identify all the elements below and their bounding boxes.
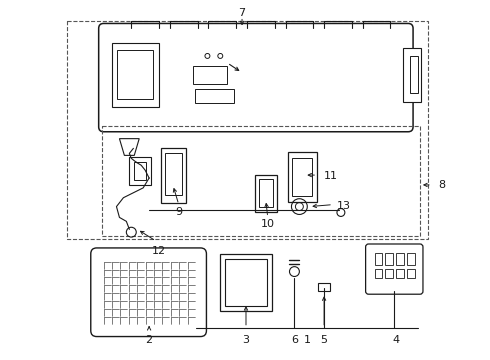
Bar <box>134 162 146 180</box>
Polygon shape <box>120 139 139 156</box>
FancyBboxPatch shape <box>98 23 413 132</box>
Bar <box>293 158 312 196</box>
Bar <box>195 89 234 103</box>
Text: 4: 4 <box>392 336 400 346</box>
Bar <box>112 43 159 107</box>
Text: 5: 5 <box>320 336 328 346</box>
Bar <box>259 179 272 207</box>
Bar <box>129 157 151 185</box>
Text: 8: 8 <box>438 180 445 190</box>
Bar <box>193 66 227 84</box>
Bar <box>67 21 428 239</box>
Bar <box>410 56 418 93</box>
FancyBboxPatch shape <box>366 244 423 294</box>
Text: 12: 12 <box>152 246 166 256</box>
Bar <box>374 269 382 278</box>
Bar <box>225 259 267 306</box>
Text: 13: 13 <box>337 201 351 211</box>
Bar <box>318 283 330 291</box>
Bar <box>374 253 382 265</box>
Bar <box>101 126 420 236</box>
Bar <box>220 254 271 311</box>
Bar <box>396 253 404 265</box>
Text: 11: 11 <box>324 171 338 181</box>
Bar <box>165 153 182 195</box>
Text: 1: 1 <box>304 336 311 346</box>
Bar <box>386 253 393 265</box>
Text: 7: 7 <box>239 8 245 18</box>
Bar <box>161 148 186 203</box>
Text: 6: 6 <box>291 336 298 346</box>
Bar <box>288 152 317 202</box>
Text: 3: 3 <box>243 336 249 346</box>
Bar <box>118 50 153 99</box>
Bar <box>403 48 421 102</box>
Bar <box>255 175 277 212</box>
FancyBboxPatch shape <box>91 248 206 337</box>
Bar <box>407 253 415 265</box>
Text: 9: 9 <box>175 207 182 217</box>
Text: 2: 2 <box>146 336 153 346</box>
Text: 10: 10 <box>261 219 275 229</box>
Bar <box>407 269 415 278</box>
Bar <box>386 269 393 278</box>
Bar <box>396 269 404 278</box>
